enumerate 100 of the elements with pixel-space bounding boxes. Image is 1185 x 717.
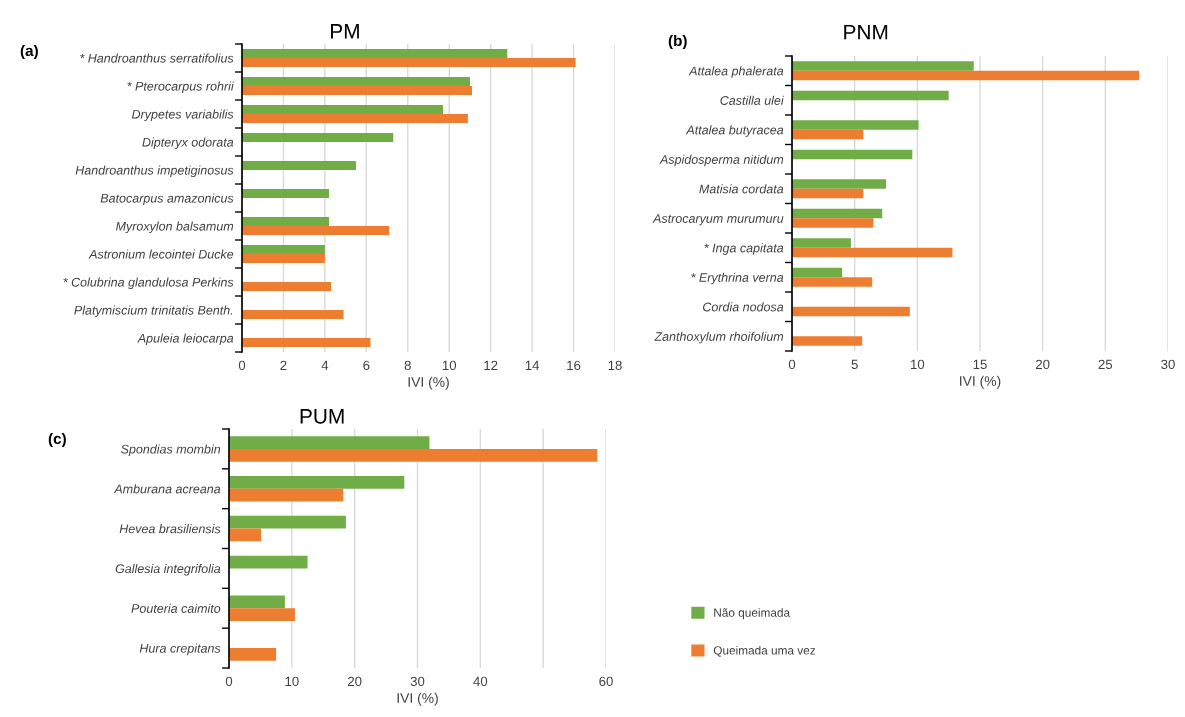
y-tick-label: Handroanthus impetiginosus <box>75 165 234 178</box>
text: (c) <box>48 432 66 448</box>
bar <box>792 188 864 199</box>
bar <box>792 336 863 346</box>
x-tick-label: 40 <box>473 676 488 687</box>
legend-label: Queimada uma vez <box>713 645 816 657</box>
bar <box>229 528 262 542</box>
x-tick-label: 20 <box>1035 359 1050 370</box>
bar <box>229 515 346 529</box>
bar <box>242 245 325 254</box>
bar <box>792 218 874 228</box>
x-tick-label: 4 <box>321 360 329 370</box>
x-tick-label: 12 <box>484 360 498 370</box>
x-tick-label: 60 <box>599 676 613 687</box>
y-tick-label: Drypetes variabilis <box>131 109 234 122</box>
bar <box>242 217 330 226</box>
text: (a) <box>20 44 38 60</box>
chart-title: PM <box>331 24 359 39</box>
x-axis-title: IVI (%) <box>960 375 1001 389</box>
x-tick-label: 8 <box>404 360 411 371</box>
x-tick-label: 18 <box>608 360 622 371</box>
bar <box>242 133 394 142</box>
y-tick-label: Attalea butyracea <box>685 125 784 137</box>
x-tick-label: 10 <box>911 359 925 370</box>
bar <box>229 488 344 502</box>
bar <box>229 595 285 609</box>
y-tick-label: Hevea brasiliensis <box>119 524 221 534</box>
bar <box>242 282 332 291</box>
x-tick-label: 2 <box>280 360 287 370</box>
x-tick-label: 10 <box>442 360 457 371</box>
bar <box>792 208 883 219</box>
x-tick-label: 10 <box>285 676 299 687</box>
x-tick-label: 30 <box>1161 359 1175 370</box>
bar <box>242 189 330 198</box>
y-tick-label: Matisia cordata <box>699 184 784 194</box>
bar <box>242 338 371 347</box>
bar <box>242 226 390 235</box>
text: (b) <box>668 34 687 50</box>
legend-label: Não queimada <box>714 608 791 620</box>
y-tick-label: Cordia nodosa <box>703 302 784 312</box>
x-tick-label: 0 <box>238 360 246 371</box>
x-tick-label: 15 <box>973 359 987 370</box>
y-tick-label: * Pterocarpus rohrii <box>127 81 234 94</box>
bar <box>792 90 949 101</box>
chart-title: PUM <box>300 409 344 424</box>
bar <box>242 105 444 114</box>
bar <box>229 555 308 569</box>
bar <box>242 114 468 123</box>
x-tick-label: 30 <box>410 676 425 687</box>
x-tick-label: 0 <box>788 359 796 370</box>
bar <box>792 70 1140 81</box>
y-tick-label: Zanthoxylum rhoifolium <box>654 331 784 344</box>
bar <box>229 608 295 621</box>
bar <box>242 58 576 67</box>
bar <box>242 86 473 95</box>
bar <box>242 77 470 86</box>
y-tick-label: * Handroanthus serratifolius <box>80 53 234 63</box>
y-tick-label: Apuleia leiocarpa <box>137 333 234 346</box>
bar <box>792 149 913 160</box>
bar <box>792 61 974 71</box>
bar <box>792 238 851 248</box>
y-tick-label: Pouteria caimito <box>131 603 221 613</box>
bar <box>229 436 430 449</box>
bar <box>229 448 598 462</box>
x-axis-title: IVI (%) <box>397 692 438 706</box>
bar <box>792 129 864 140</box>
y-tick-label: * Colubrina glandulosa Perkins <box>63 277 234 290</box>
x-tick-label: 0 <box>225 676 233 687</box>
bar <box>229 476 405 489</box>
x-tick-label: 14 <box>525 360 540 370</box>
bar <box>229 648 277 661</box>
x-axis-title: IVI (%) <box>408 376 449 390</box>
bar <box>792 120 919 130</box>
bar <box>792 179 886 189</box>
y-tick-label: Attalea phalerata <box>688 66 784 78</box>
bar <box>242 310 344 319</box>
y-tick-label: Platymiscium trinitatis Benth. <box>74 305 233 318</box>
y-tick-label: Amburana acreana <box>113 484 221 494</box>
y-tick-label: Gallesia integrifolia <box>115 563 221 576</box>
y-tick-label: Aspidosperma nitidum <box>659 154 784 167</box>
x-tick-label: 5 <box>851 359 858 370</box>
y-tick-label: Batocarpus amazonicus <box>100 193 234 206</box>
bar <box>242 49 508 58</box>
y-tick-label: Castilla ulei <box>720 95 784 105</box>
y-tick-label: Spondias mombin <box>120 444 221 457</box>
bar <box>792 247 953 258</box>
y-tick-label: Astronium lecointei Ducke <box>88 249 234 259</box>
chart-title: PNM <box>844 25 888 40</box>
y-tick-label: * Inga capitata <box>704 243 784 255</box>
x-tick-label: 6 <box>363 360 370 371</box>
bar <box>792 306 910 317</box>
y-tick-label: Dipteryx odorata <box>142 137 234 150</box>
y-tick-label: Hura crepitans <box>139 643 221 656</box>
bar <box>792 267 843 278</box>
y-tick-label: * Erythrina verna <box>691 272 784 285</box>
x-tick-label: 25 <box>1098 359 1113 370</box>
y-tick-label: Myroxylon balsamum <box>115 221 234 234</box>
y-tick-label: Astrocaryum murumuru <box>652 214 784 226</box>
bar <box>242 161 356 170</box>
x-tick-label: 20 <box>347 676 362 687</box>
